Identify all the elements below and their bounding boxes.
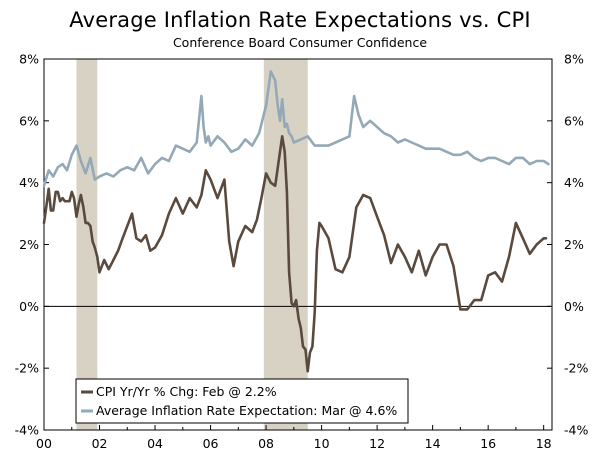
y-tick-label-left: 0% [19,299,39,314]
y-tick-label-right: -2% [564,361,588,376]
y-tick-label-left: -2% [15,361,39,376]
tick-labels: -4% -4% -2% -2% 0% 0% 2% 2% 4% 4% 6% 6% 8% 8% 00 02 04 06… [15,52,589,452]
x-tick-label: 18 [536,436,552,451]
legend-box [75,378,409,424]
y-tick-label-left: 6% [19,113,39,128]
x-tick-label: 02 [92,436,108,451]
y-tick-label-left: -4% [15,423,39,438]
y-tick-label-left: 4% [19,175,39,190]
x-tick-label: 00 [36,436,52,451]
chart-title: Average Inflation Rate Expectations vs. … [69,8,531,32]
y-tick-label-right: 2% [564,237,584,252]
recession-band-1 [263,59,308,430]
x-tick-label: 14 [425,436,441,451]
recession-band-0 [76,59,98,430]
legend-label-expectation: Average Inflation Rate Expectation: Mar … [96,403,397,418]
y-tick-label-right: -4% [564,423,588,438]
legend: CPI Yr/Yr % Chg: Feb @ 2.2% Average Infl… [75,378,409,424]
x-tick-label: 12 [369,436,385,451]
y-tick-label-left: 8% [19,52,39,67]
legend-label-cpi: CPI Yr/Yr % Chg: Feb @ 2.2% [96,384,277,399]
recession-bands [76,59,308,430]
y-tick-label-right: 0% [564,299,584,314]
series-line-cpi [42,135,548,373]
y-tick-label-right: 6% [564,113,584,128]
x-tick-label: 06 [203,436,219,451]
x-tick-label: 10 [314,436,330,451]
y-tick-label-right: 4% [564,175,584,190]
axis-frame [43,58,553,431]
y-tick-label-left: 2% [19,237,39,252]
series-lines [42,70,550,373]
x-tick-label: 04 [147,436,163,451]
x-tick-label: 08 [258,436,274,451]
series-line-expectation [42,70,550,188]
x-tick-label: 16 [480,436,496,451]
chart-subtitle: Conference Board Consumer Confidence [172,35,428,50]
y-tick-label-right: 8% [564,52,584,67]
